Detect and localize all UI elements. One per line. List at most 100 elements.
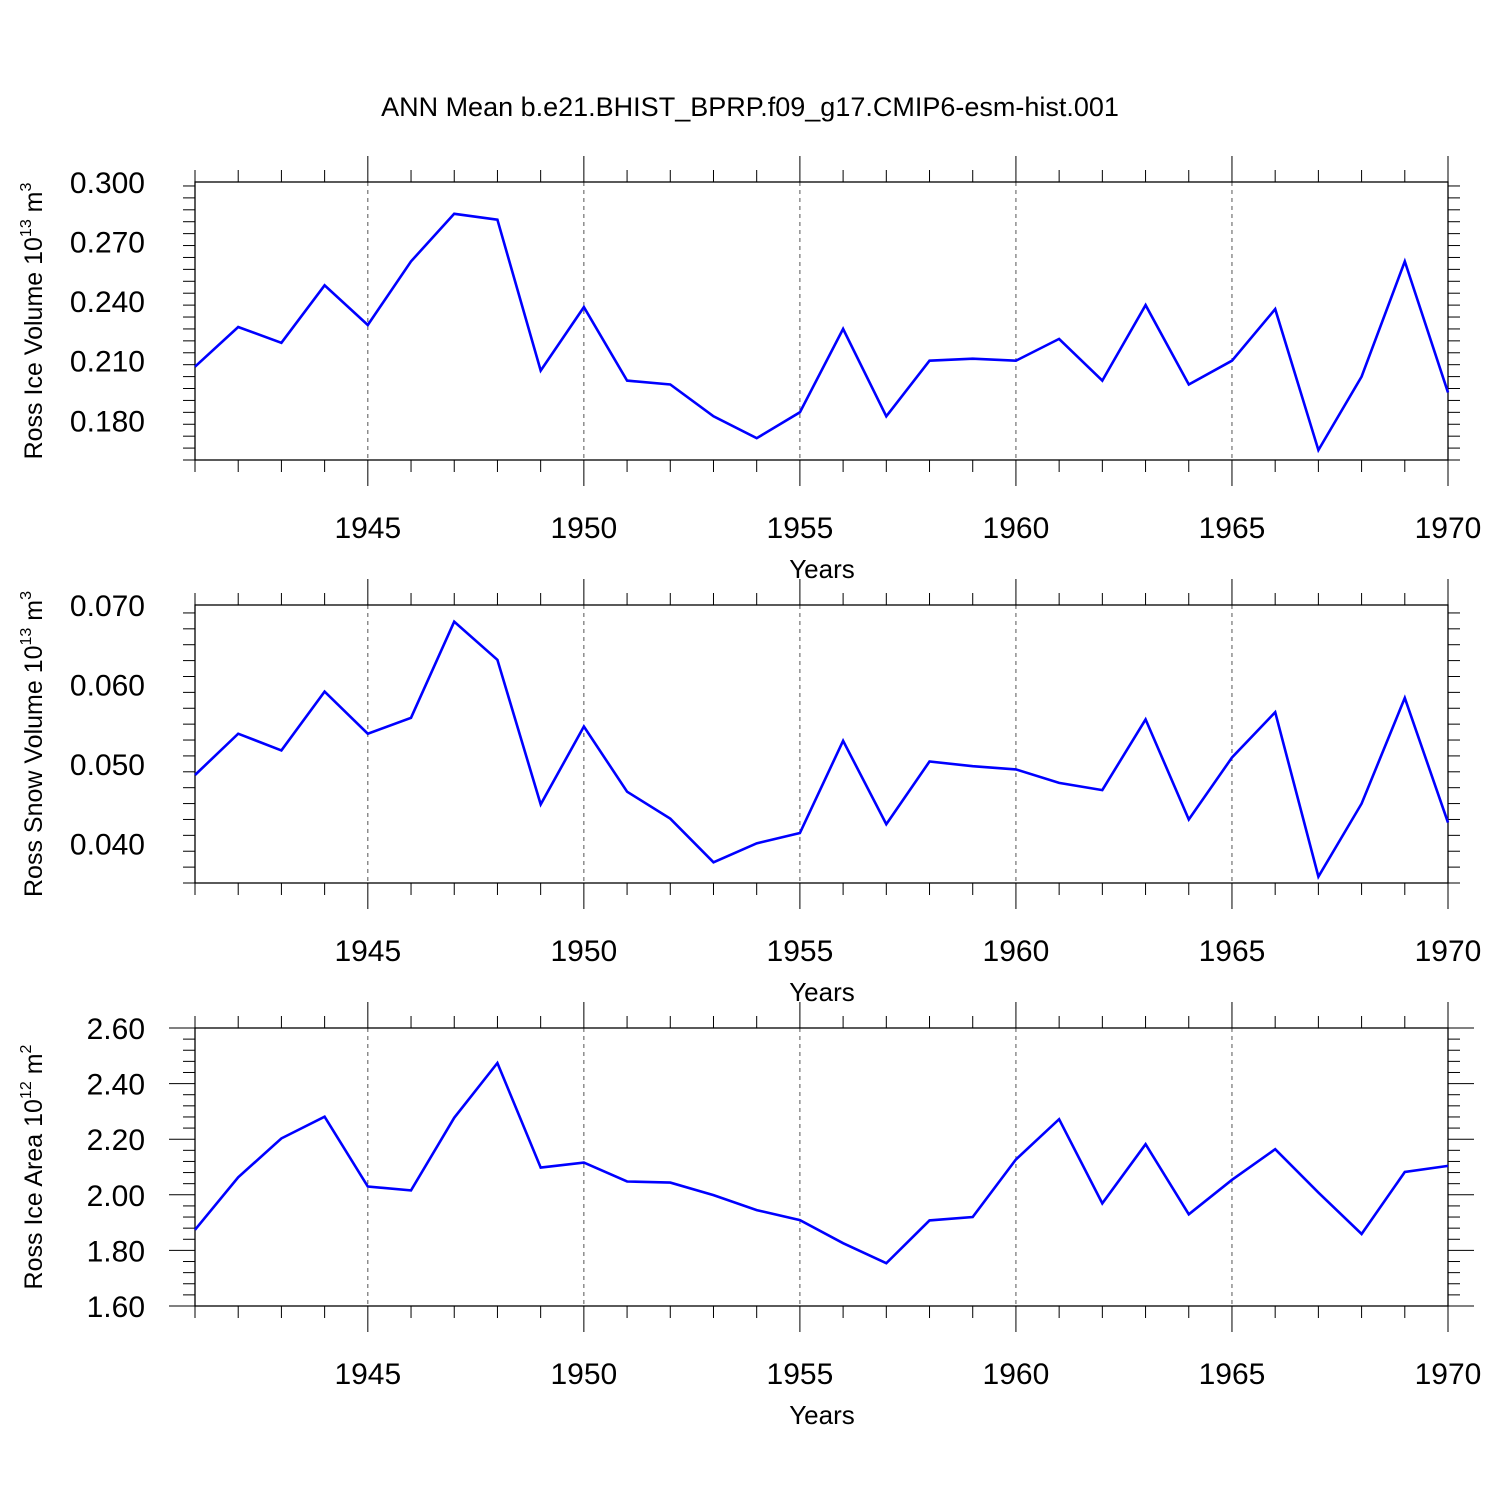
chart-panel-2: 0.040 0.050 0.060 0.070 1945 1950 1955 1960 1965… [18, 579, 1481, 1007]
x-axis-label: Years [789, 1400, 855, 1430]
data-point [1100, 379, 1104, 383]
data-point [1230, 1178, 1234, 1182]
data-point [366, 1184, 370, 1188]
data-point [279, 748, 283, 752]
data-point [236, 325, 240, 329]
data-point [711, 414, 715, 418]
y-tick-label: 0.040 [70, 828, 145, 861]
data-point [971, 764, 975, 768]
data-point [539, 1166, 543, 1170]
data-point [366, 732, 370, 736]
data-point [193, 1228, 197, 1232]
x-tick-label: 1945 [334, 1358, 401, 1391]
x-tick-label: 1965 [1199, 935, 1266, 968]
data-point [193, 773, 197, 777]
data-point [1360, 1232, 1364, 1236]
y-tick-label: 0.240 [70, 286, 145, 319]
x-tick-label: 1965 [1199, 512, 1266, 545]
data-point [279, 1136, 283, 1140]
data-point [452, 1116, 456, 1120]
data-point [668, 817, 672, 821]
series-line [193, 1060, 1449, 1265]
data-point [409, 259, 413, 263]
x-tick-label: 1960 [983, 512, 1050, 545]
data-point [452, 212, 456, 216]
x-tick-label: 1970 [1415, 512, 1482, 545]
data-point [1144, 717, 1148, 721]
data-point [1057, 1117, 1061, 1121]
data-point [1187, 383, 1191, 387]
data-point [711, 1193, 715, 1197]
data-point [1187, 1212, 1191, 1216]
data-point [928, 1218, 932, 1222]
y-axis-label: Ross Snow Volume 1013 m3 [18, 591, 48, 897]
x-axis-label: Years [789, 554, 855, 584]
x-tick-label: 1950 [550, 1358, 617, 1391]
data-point [323, 1115, 327, 1119]
x-tick-label: 1960 [983, 935, 1050, 968]
x-tick-label: 1950 [550, 935, 617, 968]
y-tick-label: 0.210 [70, 346, 145, 379]
y-tick-label: 0.270 [70, 227, 145, 260]
data-point [755, 841, 759, 845]
data-point [1057, 781, 1061, 785]
x-tick-label: 1970 [1415, 1358, 1482, 1391]
data-point [1144, 303, 1148, 307]
chart-panel-3: 1.60 1.80 2.00 2.20 2.40 2.60 1945 1950 1955 1960… [18, 1002, 1481, 1430]
x-tick-label: 1965 [1199, 1358, 1266, 1391]
data-point [841, 1241, 845, 1245]
data-point [236, 1175, 240, 1179]
x-tick-label: 1955 [767, 935, 834, 968]
chart-panel-1: 0.180 0.210 0.240 0.270 0.300 1945 1950 1955 196… [18, 156, 1481, 584]
data-point [409, 716, 413, 720]
y-tick-label: 0.300 [70, 167, 145, 200]
data-point [1316, 448, 1320, 452]
data-point [1230, 756, 1234, 760]
data-point [1014, 767, 1018, 771]
data-point [1273, 307, 1277, 311]
data-point [279, 341, 283, 345]
data-point [1403, 259, 1407, 263]
y-tick-label: 0.070 [70, 590, 145, 623]
data-point [582, 725, 586, 729]
y-tick-label: 2.00 [87, 1180, 145, 1213]
y-tick-label: 0.060 [70, 669, 145, 702]
data-point [798, 410, 802, 414]
data-point [1360, 802, 1364, 806]
data-point [1230, 359, 1234, 363]
data-point [884, 822, 888, 826]
x-tick-label: 1960 [983, 1358, 1050, 1391]
data-point [884, 414, 888, 418]
data-point [625, 379, 629, 383]
x-tick-label: 1945 [334, 935, 401, 968]
data-point [582, 1161, 586, 1165]
data-point [884, 1261, 888, 1265]
data-point [1446, 821, 1450, 825]
y-tick-label: 2.20 [87, 1124, 145, 1157]
y-tick-label: 2.60 [87, 1013, 145, 1046]
series-line [194, 212, 1450, 454]
page-title: ANN Mean b.e21.BHIST_BPRP.f09_g17.CMIP6-… [381, 92, 1119, 122]
y-tick-label: 1.80 [87, 1235, 145, 1268]
data-point [495, 218, 499, 222]
data-point [323, 283, 327, 287]
data-point [625, 790, 629, 794]
data-point [971, 1215, 975, 1219]
x-tick-label: 1945 [334, 512, 401, 545]
data-point [409, 1188, 413, 1192]
data-point [798, 1218, 802, 1222]
data-point [1360, 375, 1364, 379]
data-point [711, 860, 715, 864]
data-point [1316, 1191, 1320, 1195]
data-point [366, 323, 370, 327]
data-point [625, 1179, 629, 1183]
data-point [1187, 817, 1191, 821]
x-tick-label: 1970 [1415, 935, 1482, 968]
data-point [582, 305, 586, 309]
data-point [1446, 1164, 1450, 1168]
data-point [1446, 390, 1450, 394]
y-tick-label: 2.40 [87, 1069, 145, 1102]
plot-frame [194, 181, 1449, 461]
data-point [971, 357, 975, 361]
